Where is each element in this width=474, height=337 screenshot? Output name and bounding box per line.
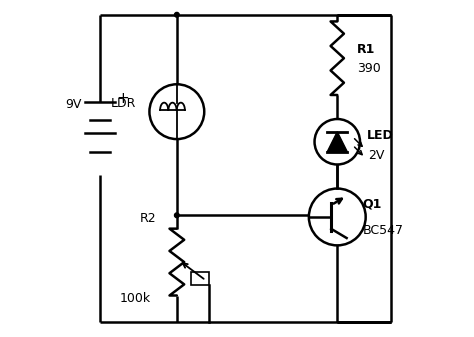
Text: R2: R2 (139, 212, 156, 225)
Text: LDR: LDR (111, 97, 136, 110)
Text: R1: R1 (357, 43, 376, 56)
Circle shape (174, 12, 179, 17)
Text: Q1: Q1 (362, 197, 382, 210)
Text: BC547: BC547 (362, 224, 403, 237)
Circle shape (174, 213, 179, 218)
Text: +: + (117, 91, 129, 106)
Bar (191, 272, 209, 285)
Polygon shape (327, 132, 347, 152)
Text: 100k: 100k (120, 292, 151, 305)
Text: 2V: 2V (368, 149, 385, 162)
Text: LED: LED (367, 129, 393, 142)
Text: 9V: 9V (65, 98, 82, 112)
Text: 390: 390 (357, 62, 381, 75)
